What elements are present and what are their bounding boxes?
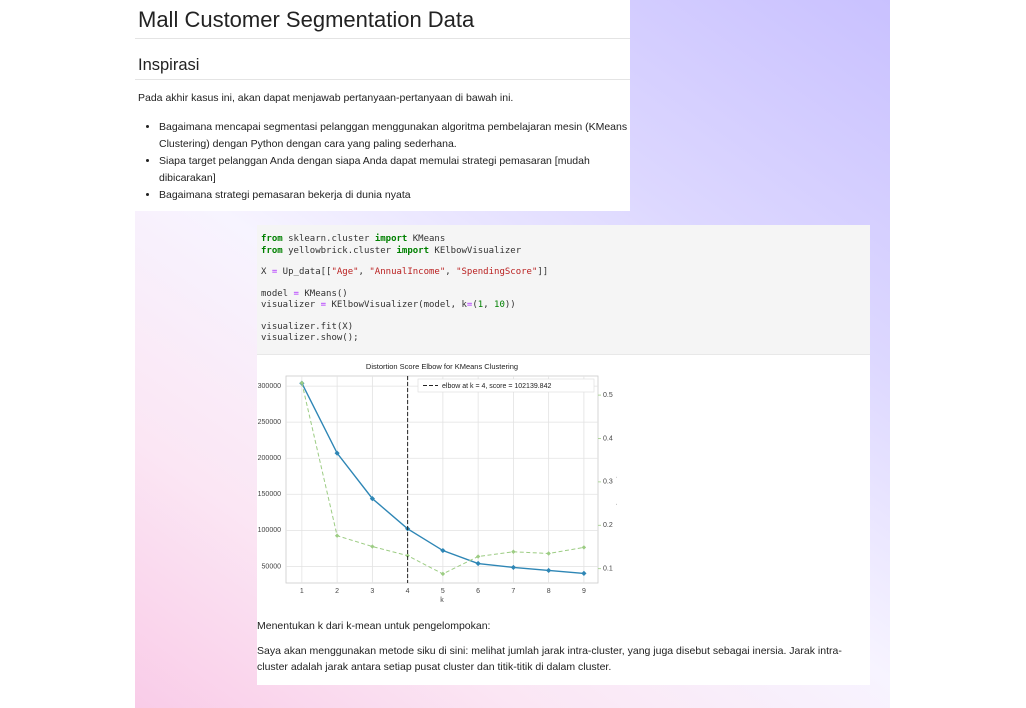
x-tick-label: 1	[300, 588, 304, 595]
series-marker	[546, 567, 552, 574]
code-token: ,	[483, 300, 495, 310]
y-tick-label: 300000	[258, 383, 281, 390]
code-token: 10	[494, 300, 505, 310]
code-token: KMeans()	[298, 288, 348, 299]
y2-tick-label: 0.3	[603, 479, 613, 486]
code-token: "Age"	[331, 267, 359, 277]
section-heading: Inspirasi	[138, 56, 200, 74]
code-token: =	[293, 288, 299, 299]
y-tick-label: 50000	[262, 563, 282, 570]
paragraph: Menentukan k dari k-mean untuk pengelomp…	[257, 620, 491, 632]
code-block: from sklearn.cluster import KMeans from y…	[257, 225, 870, 355]
code-token: sklearn.cluster	[282, 234, 375, 244]
code-token: ,	[445, 267, 457, 277]
bullet-list: Bagaimana mencapai segmentasi pelanggan …	[138, 119, 629, 205]
code-token: KElbowVisualizer	[429, 245, 522, 256]
legend-box	[417, 378, 595, 393]
series-marker	[334, 533, 340, 538]
bullet-item: Bagaimana mencapai segmentasi pelanggan …	[159, 119, 629, 152]
x-tick-label: 2	[335, 588, 339, 595]
code-group: visualizer.fit(X) visualizer.show();	[261, 322, 870, 345]
code-line: X = Up_data[["Age", "AnnualIncome", "Spe…	[261, 267, 870, 279]
code-token: from	[261, 234, 283, 244]
code-token: =	[466, 300, 473, 310]
x-tick-label: 5	[441, 588, 445, 595]
code-token: Up_data[[	[277, 267, 332, 277]
code-token: ,	[358, 267, 370, 277]
y-tick-label: 150000	[258, 491, 281, 498]
x-tick-label: 3	[370, 588, 374, 595]
y-tick-label: 200000	[258, 455, 281, 462]
code-token: (	[472, 300, 478, 310]
page-title: Mall Customer Segmentation Data	[138, 7, 475, 32]
code-token: visualizer.show();	[261, 333, 359, 343]
code-group: X = Up_data[["Age", "AnnualIncome", "Spe…	[261, 267, 870, 279]
code-line: visualizer.fit(X)	[261, 322, 870, 334]
code-token: ]]	[537, 267, 549, 277]
x-tick-label: 4	[406, 588, 410, 595]
code-line: model = KMeans()	[261, 289, 870, 301]
code-token: visualizer	[261, 300, 321, 310]
intro-text: Pada akhir kasus ini, akan dapat menjawa…	[138, 92, 514, 104]
y-tick-label: 250000	[258, 419, 281, 426]
code-line: from sklearn.cluster import KMeans	[261, 234, 870, 246]
code-token: import	[396, 245, 429, 256]
bullet-item: Bagaimana strategi pemasaran bekerja di …	[159, 187, 629, 204]
code-group: model = KMeans() visualizer = KElbowVisua…	[261, 289, 870, 312]
code-token: model	[261, 288, 294, 299]
chart: Distortion Score Elbow for KMeans Cluste…	[258, 362, 617, 604]
divider	[135, 38, 630, 39]
plot-area	[285, 375, 599, 584]
code-token: =	[320, 300, 327, 310]
legend-label: elbow at k = 4, score = 102139.842	[442, 383, 551, 390]
code-token: import	[374, 234, 408, 244]
chart-title: Distortion Score Elbow for KMeans Cluste…	[366, 362, 518, 371]
y2-tick-label: 0.2	[603, 522, 613, 529]
x-axis-label: k	[440, 597, 444, 604]
code-token: =	[271, 267, 278, 277]
code-token: ))	[504, 300, 516, 310]
code-token: X	[261, 267, 272, 277]
code-token: "AnnualIncome"	[369, 267, 446, 277]
y-tick-label: 100000	[258, 527, 281, 534]
code-token: from	[261, 245, 283, 256]
code-line: visualizer = KElbowVisualizer(model, k=(…	[261, 300, 870, 312]
code-group: from sklearn.cluster import KMeans from y…	[261, 234, 870, 257]
divider	[135, 79, 630, 80]
y2-axis-label: fit time (seconds)	[616, 453, 617, 506]
markdown-cell: Mall Customer Segmentation Data Inspiras…	[135, 0, 630, 211]
code-token: "SpendingScore"	[456, 267, 538, 277]
bullet-item: Siapa target pelanggan Anda dengan siapa…	[159, 153, 629, 186]
code-line: from yellowbrick.cluster import KElbowVi…	[261, 246, 870, 258]
y2-tick-label: 0.1	[603, 566, 613, 573]
code-token: KMeans	[407, 234, 446, 244]
code-line: visualizer.show();	[261, 333, 870, 345]
code-token: visualizer.fit(X)	[261, 321, 354, 332]
code-cell: from sklearn.cluster import KMeans from y…	[257, 225, 870, 685]
series-marker	[299, 380, 305, 386]
code-token: yellowbrick.cluster	[282, 245, 397, 256]
series-marker	[405, 553, 410, 558]
y2-tick-label: 0.5	[603, 392, 613, 399]
paragraph: Saya akan menggunakan metode siku di sin…	[257, 645, 842, 673]
x-tick-label: 6	[476, 588, 480, 595]
code-token: 1	[477, 300, 484, 310]
x-tick-label: 9	[582, 588, 586, 595]
y2-tick-label: 0.4	[603, 435, 613, 442]
x-tick-label: 7	[511, 588, 515, 595]
code-token: KElbowVisualizer(model, k	[326, 300, 467, 310]
x-tick-label: 8	[547, 588, 551, 595]
